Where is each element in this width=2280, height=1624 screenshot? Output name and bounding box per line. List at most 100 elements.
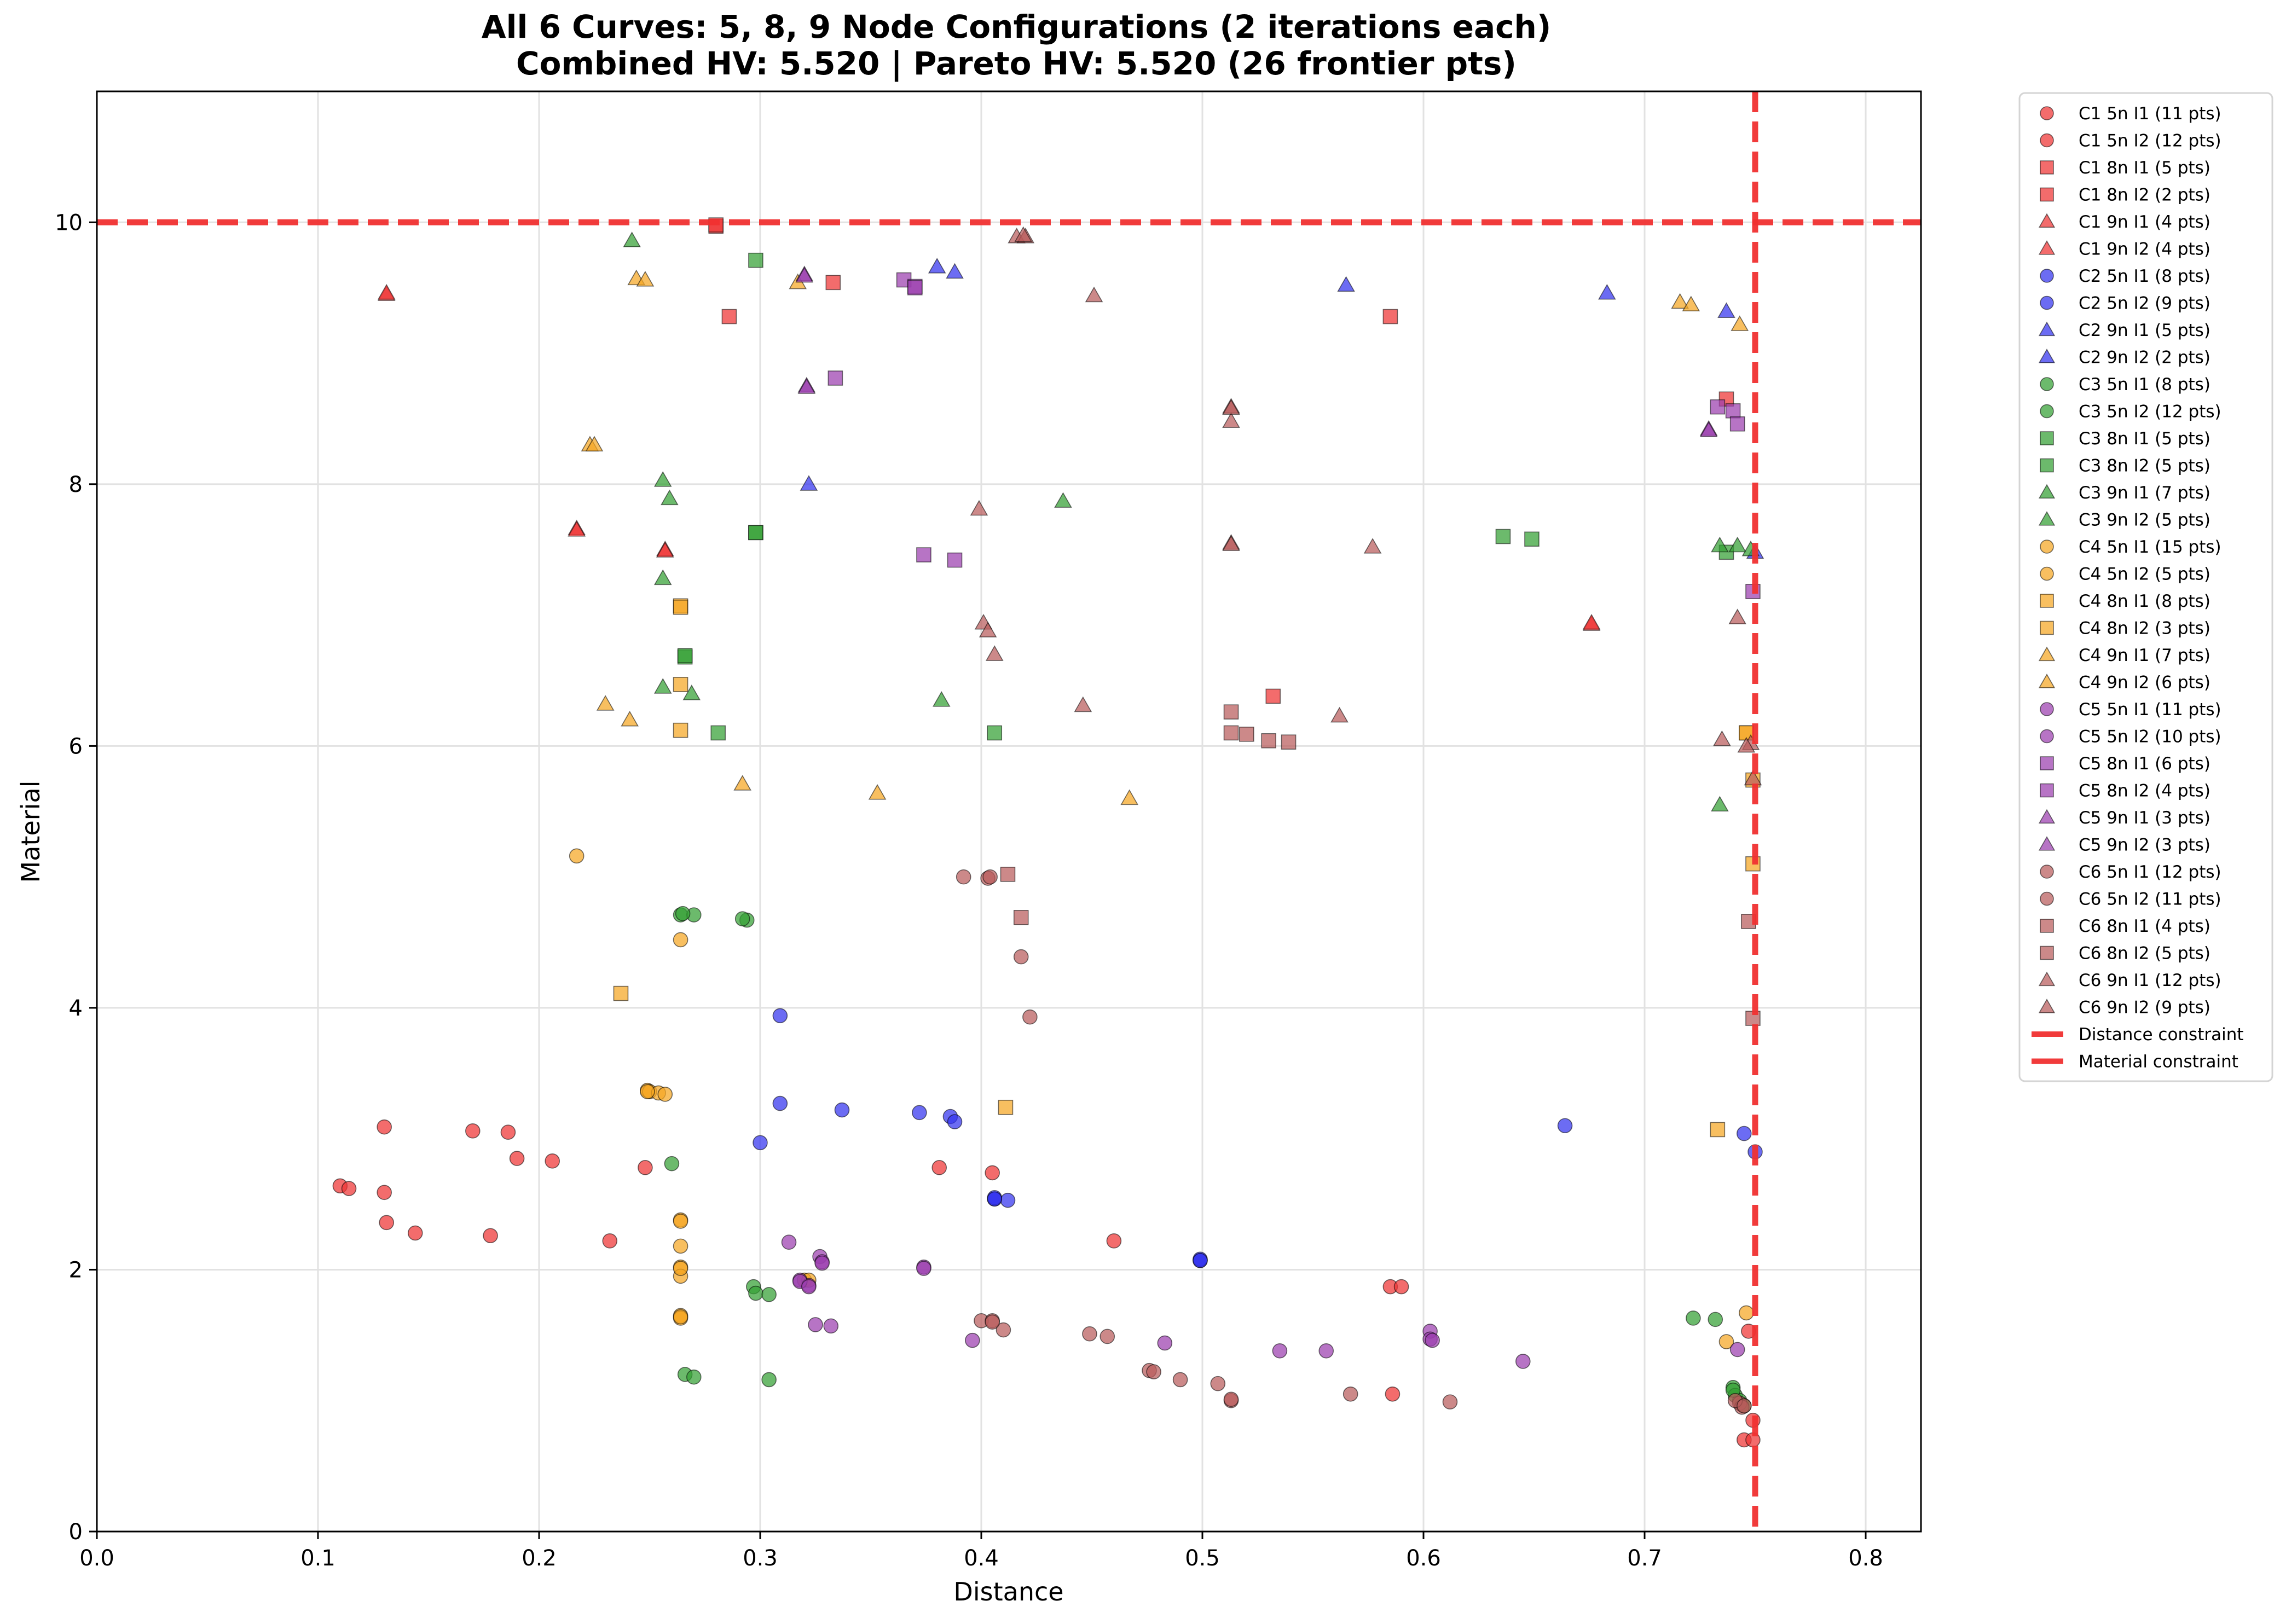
legend-label: C2 5n I1 (8 pts)	[2079, 266, 2210, 286]
series-7	[753, 1114, 1763, 1268]
legend-marker	[2040, 133, 2054, 148]
legend-label: C4 8n I1 (8 pts)	[2079, 591, 2210, 611]
y-tick-label: 0	[69, 1519, 83, 1545]
legend-marker	[2040, 187, 2054, 202]
legend-label: C5 9n I1 (3 pts)	[2079, 808, 2210, 828]
series-6	[772, 1008, 1208, 1268]
legend-marker	[2038, 240, 2056, 255]
data-point	[664, 1156, 680, 1171]
data-point	[868, 784, 887, 800]
data-point	[987, 1191, 1003, 1207]
data-point	[1106, 1233, 1122, 1249]
legend-label: C4 9n I2 (6 pts)	[2079, 673, 2210, 693]
data-point	[1363, 538, 1382, 554]
data-point	[721, 309, 737, 324]
legend-marker	[2040, 377, 2054, 391]
series-23	[792, 1255, 1745, 1369]
data-point	[979, 622, 997, 637]
series-25	[907, 280, 1745, 432]
legend-label: C2 5n I2 (9 pts)	[2079, 294, 2210, 314]
series-21	[585, 293, 1749, 805]
series-4	[377, 285, 1601, 631]
data-point	[1013, 949, 1029, 965]
data-point	[1729, 1342, 1745, 1358]
legend-marker	[2040, 594, 2054, 608]
legend-label: C1 8n I1 (5 pts)	[2079, 158, 2210, 178]
data-point	[1718, 1334, 1734, 1349]
data-point	[1737, 1126, 1752, 1141]
data-point	[1582, 613, 1601, 630]
legend-label: Material constraint	[2079, 1052, 2238, 1072]
legend-label: C5 5n I2 (10 pts)	[2079, 727, 2221, 747]
legend-label: C3 8n I2 (5 pts)	[2079, 456, 2210, 476]
data-point	[1682, 295, 1700, 312]
data-point	[753, 1135, 768, 1151]
data-point	[748, 252, 763, 268]
data-point	[673, 599, 688, 615]
data-point	[673, 677, 688, 692]
data-point	[1054, 492, 1072, 508]
chart-title: All 6 Curves: 5, 8, 9 Node Configuration…	[482, 8, 1552, 45]
data-point	[823, 1318, 839, 1334]
series-31	[1239, 727, 1761, 1026]
data-point	[987, 725, 1003, 741]
data-point	[985, 645, 1004, 661]
data-point	[834, 1102, 850, 1118]
legend-label: C6 8n I1 (4 pts)	[2079, 917, 2210, 936]
data-point	[733, 775, 752, 791]
legend-label: C2 9n I2 (2 pts)	[2079, 348, 2210, 368]
data-point	[1157, 1335, 1173, 1351]
data-point	[569, 848, 585, 864]
data-point	[623, 231, 641, 247]
series-11	[675, 906, 1752, 1414]
data-point	[1737, 736, 1756, 753]
legend-label: C4 5n I1 (15 pts)	[2079, 537, 2221, 557]
legend-label: C6 5n I2 (11 pts)	[2079, 890, 2221, 909]
legend-marker	[2038, 321, 2056, 337]
data-point	[1442, 1394, 1458, 1410]
data-point	[682, 685, 701, 700]
legend-label: C1 5n I1 (11 pts)	[2079, 104, 2221, 124]
series-13	[677, 525, 1734, 664]
data-point	[1074, 696, 1092, 712]
data-point	[947, 552, 963, 568]
series-10	[664, 907, 777, 1382]
data-point	[1022, 1009, 1038, 1025]
data-point	[916, 1261, 931, 1276]
data-point	[1710, 399, 1726, 415]
data-point	[1146, 1364, 1161, 1379]
data-point	[686, 1369, 702, 1385]
data-point	[1172, 1372, 1188, 1388]
data-point	[673, 932, 688, 948]
data-point	[710, 725, 726, 741]
legend-label: C5 8n I2 (4 pts)	[2079, 781, 2210, 801]
legend-marker	[2038, 349, 2056, 363]
data-point	[677, 648, 693, 664]
data-point	[761, 1372, 777, 1388]
x-tick-label: 0.1	[300, 1546, 335, 1571]
series-27	[795, 266, 1718, 437]
data-point	[1515, 1354, 1531, 1369]
data-point	[379, 1215, 395, 1231]
legend-label: C3 5n I1 (8 pts)	[2079, 375, 2210, 395]
series-33	[1014, 226, 1762, 786]
x-tick-label: 0.0	[79, 1546, 114, 1571]
legend-label: C1 5n I2 (12 pts)	[2079, 131, 2221, 151]
series-30	[1000, 704, 1239, 925]
series-29	[982, 869, 1752, 1415]
series-1	[341, 1181, 1761, 1448]
data-point	[1223, 725, 1239, 741]
data-point	[1222, 535, 1240, 551]
data-point	[985, 1165, 1000, 1181]
data-point	[797, 378, 816, 394]
data-point	[377, 1119, 392, 1135]
series-3	[708, 217, 1281, 704]
data-point	[1013, 910, 1029, 925]
data-point	[801, 1279, 817, 1295]
data-point	[748, 525, 763, 541]
series-26	[795, 265, 1718, 436]
legend-marker	[2040, 946, 2054, 960]
data-point	[916, 547, 931, 562]
data-point	[1728, 536, 1747, 553]
legend-label: C3 9n I2 (5 pts)	[2079, 511, 2210, 530]
